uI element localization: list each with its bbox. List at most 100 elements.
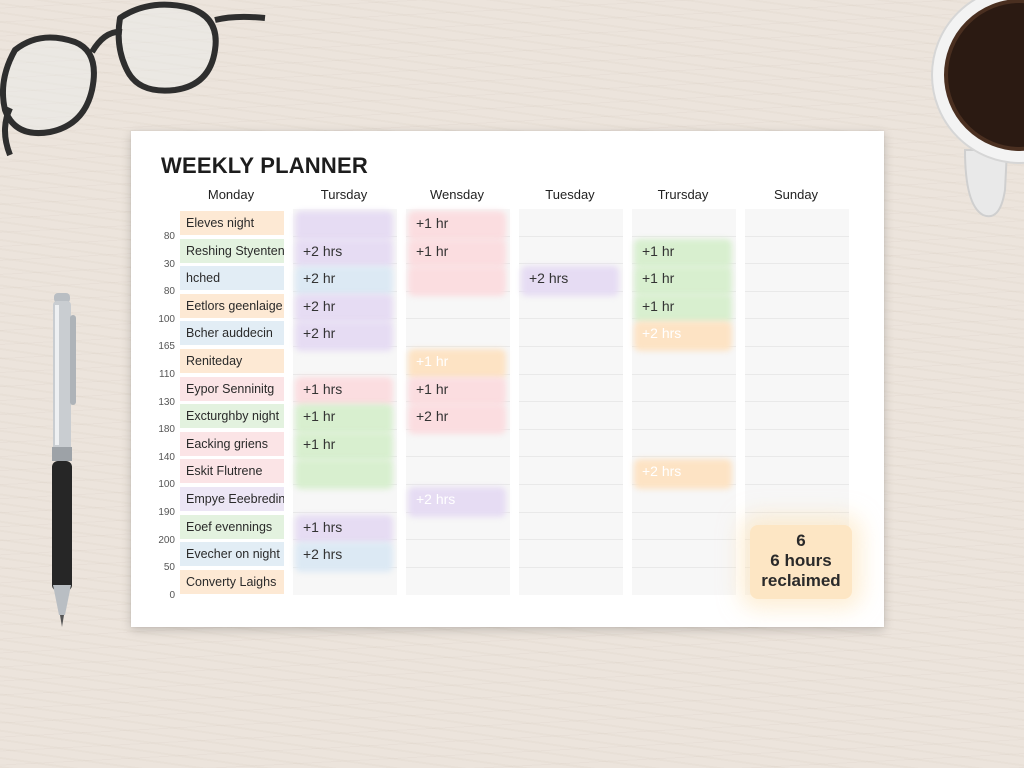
axis-label: 0 [169, 589, 175, 601]
activity-item[interactable]: Reshing Styenten [180, 238, 284, 263]
time-block-highlight [295, 238, 393, 269]
time-gain-entry[interactable]: +2 hr [303, 325, 336, 342]
grid-line [519, 346, 623, 347]
time-gain-entry[interactable]: +1 hrs [303, 518, 343, 535]
time-block-highlight [521, 266, 619, 296]
activity-item[interactable]: Eskit Flutrene [180, 459, 284, 484]
grid-line [519, 539, 623, 541]
grid-line [745, 373, 849, 375]
grid-line [745, 318, 849, 320]
time-block-highlight [634, 459, 732, 489]
grid-line [632, 456, 736, 458]
grid-line [519, 318, 623, 320]
hours-reclaimed-badge: 6 6 hours reclaimed [750, 525, 852, 599]
time-gain-entry[interactable]: +2 hrs [303, 242, 343, 259]
coffee-mug-icon [931, 0, 1024, 218]
grid-line [406, 539, 510, 541]
time-gain-entry[interactable]: +1 hr [642, 242, 675, 259]
time-gain-entry[interactable]: +1 hr [416, 242, 449, 259]
time-gain-entry[interactable]: +2 hrs [416, 491, 456, 507]
axis-label: 50 [163, 562, 175, 574]
grid-line [745, 484, 849, 485]
grid-line [519, 456, 623, 458]
time-gain-entry[interactable]: +2 hr [303, 270, 336, 287]
activity-item[interactable]: Eacking griens [180, 431, 284, 456]
activity-item[interactable]: Excturghby night [180, 404, 284, 429]
pen-icon [52, 293, 76, 627]
grid-line [632, 235, 736, 237]
activity-item[interactable]: hched [180, 266, 284, 291]
axis-label: 165 [158, 341, 175, 353]
activity-item[interactable]: Empye Eeebredin [180, 487, 284, 511]
day-column: +1 hr +1 hr +1 hr +1 hr +2 hr +2 hrs [406, 209, 510, 595]
activity-item[interactable]: Eetlors geenlaige [180, 293, 284, 318]
eyeglasses-icon [0, 1, 266, 157]
time-block-highlight [634, 238, 732, 269]
activity-item[interactable]: Bcher auddecin [180, 321, 284, 346]
time-block-highlight [634, 266, 732, 296]
time-block-highlight [408, 487, 506, 517]
time-gain-entry[interactable]: +2 hr [416, 408, 449, 425]
day-column: +2 hrs [519, 209, 623, 595]
reclaimed-label: 6 hours reclaimed [761, 551, 841, 590]
grid-line [745, 511, 849, 513]
time-block-highlight [295, 542, 393, 572]
time-gain-entry[interactable]: +1 hr [303, 408, 336, 425]
time-gain-entry[interactable]: +1 hr [303, 435, 336, 452]
time-gain-entry[interactable]: +1 hr [642, 297, 675, 314]
grid-line [632, 401, 736, 403]
time-block-highlight [295, 266, 393, 296]
activity-item[interactable]: Eleves night [180, 211, 284, 235]
time-gain-entry[interactable]: +2 hr [303, 297, 336, 314]
grid-line [293, 511, 397, 513]
time-gain-entry[interactable]: +1 hr [416, 353, 449, 369]
axis-label: 200 [158, 534, 175, 546]
time-gain-entry[interactable]: +1 hr [642, 270, 675, 287]
time-gain-entry[interactable]: +1 hr [416, 380, 449, 397]
grid-line [745, 263, 849, 265]
axis-label: 100 [158, 313, 175, 325]
activity-item[interactable]: Converty Laighs [180, 569, 284, 594]
time-block-highlight [295, 431, 393, 462]
grid-line [745, 235, 849, 237]
axis-label: 130 [158, 396, 175, 408]
axis-label: 140 [158, 451, 175, 463]
grid-line [632, 511, 736, 513]
time-block-highlight [408, 211, 506, 241]
time-block-highlight [408, 404, 506, 434]
grid-line [519, 263, 623, 265]
weekly-planner-sheet: WEEKLY PLANNER Monday Tursday Wensday Tu… [131, 131, 884, 627]
reclaimed-number: 6 [796, 531, 806, 550]
activity-item[interactable]: Eypor Senninitg [180, 376, 284, 401]
time-block-highlight [295, 293, 393, 324]
grid-line [406, 318, 510, 320]
time-gain-entry[interactable]: +1 hrs [303, 380, 343, 397]
time-gain-entry[interactable]: +1 hr [416, 215, 449, 231]
time-block-highlight [295, 514, 393, 545]
time-block-highlight [295, 376, 393, 407]
grid-line [519, 428, 623, 430]
day-header-sunday: Sunday [773, 187, 819, 202]
grid-line [519, 373, 623, 375]
activity-item[interactable]: Eoef evennings [180, 514, 284, 539]
activity-item[interactable]: Evecher on night [180, 542, 284, 567]
day-column: +2 hrs +2 hr +2 hr +2 hr +1 hrs +1 hr +1 hr +1 … [293, 209, 397, 595]
time-block-highlight [295, 321, 393, 351]
grid-line [632, 539, 736, 541]
grid-line [745, 456, 849, 458]
grid-line [632, 373, 736, 375]
time-gain-entry[interactable]: +2 hrs [303, 546, 343, 563]
time-gain-entry[interactable]: +2 hrs [529, 270, 569, 287]
grid-line [406, 456, 510, 458]
axis-label: 80 [163, 231, 175, 242]
time-gain-entry[interactable]: +2 hrs [642, 463, 682, 480]
time-gain-entry[interactable]: +2 hrs [642, 325, 682, 342]
time-block-highlight [295, 459, 393, 489]
day-column: +1 hr +1 hr +1 hr +2 hrs +2 hrs [632, 209, 736, 595]
activity-item[interactable]: Reniteday [180, 349, 284, 373]
grid-line [519, 401, 623, 403]
grid-line [745, 346, 849, 347]
axis-label: 80 [163, 286, 175, 298]
axis-label: 180 [158, 424, 175, 436]
axis-label: 110 [159, 369, 175, 380]
